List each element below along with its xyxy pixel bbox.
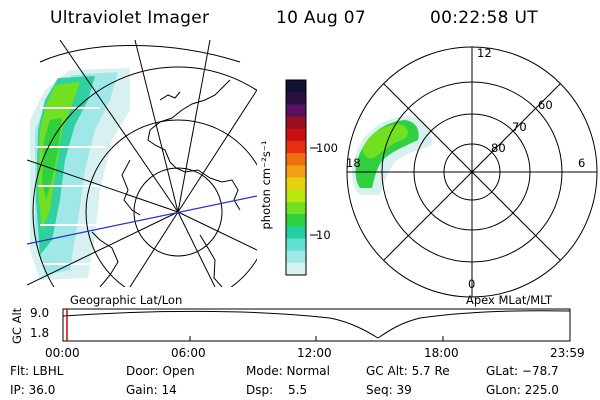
dsp-label: Dsp: xyxy=(246,383,274,397)
dsp-value: 5.5 xyxy=(288,383,308,397)
altitude-curve xyxy=(62,310,571,339)
geographic-map xyxy=(27,40,598,298)
mode-status: Mode: Normal xyxy=(246,364,330,378)
glat-status: GLat: −78.7 xyxy=(486,364,559,378)
coastline xyxy=(91,79,241,287)
colorbar-swatch xyxy=(286,189,306,203)
observation-time: 00:22:58 UT xyxy=(430,8,538,28)
timeline-xtick-3: 18:00 xyxy=(424,346,459,360)
mlat-label-70: 70 xyxy=(512,120,527,134)
timeline-xtick-0: 00:00 xyxy=(45,346,80,360)
timeline-xtick-1: 06:00 xyxy=(171,346,206,360)
filter-status: Flt: LBHL xyxy=(10,364,64,378)
colorbar-tick-10: 10 xyxy=(316,228,331,242)
timeline-xtick-2: 12:00 xyxy=(297,346,332,360)
colorbar-swatch xyxy=(286,116,306,130)
instrument-title: Ultraviolet Imager xyxy=(50,8,210,28)
gain-status: Gain: 14 xyxy=(126,383,177,397)
ip-status: IP: 36.0 xyxy=(10,383,56,397)
aurora-emission-right xyxy=(352,116,432,195)
colorbar-swatch xyxy=(286,128,306,142)
colorbar-swatch xyxy=(286,104,306,118)
timeline-ytick-top: 9.0 xyxy=(30,306,50,320)
colorbar-swatch xyxy=(286,177,306,191)
colorbar-swatch xyxy=(286,250,306,264)
colorbar-swatch xyxy=(286,165,306,178)
colorbar-swatch xyxy=(286,238,306,252)
mlat-label-80: 80 xyxy=(491,141,506,155)
colorbar-swatch xyxy=(286,140,306,154)
left-map-caption: Geographic Lat/Lon xyxy=(70,293,183,307)
geographic-grid xyxy=(27,40,257,287)
mlt-label-6: 6 xyxy=(578,156,586,170)
colorbar-swatch xyxy=(286,92,306,105)
door-status: Door: Open xyxy=(126,364,195,378)
timeline-xtick-4: 23:59 xyxy=(550,346,585,360)
colorbar xyxy=(285,79,307,276)
gc-alt-status: GC Alt: 5.7 Re xyxy=(366,364,450,378)
seq-status: Seq: 39 xyxy=(366,383,412,397)
orbit-track-line xyxy=(27,195,257,245)
colorbar-swatch xyxy=(286,201,306,215)
colorbar-swatch xyxy=(286,262,306,276)
mlt-label-18: 18 xyxy=(346,156,361,170)
colorbar-swatch xyxy=(286,226,306,239)
mlt-label-0: 0 xyxy=(468,277,476,291)
colorbar-swatch xyxy=(286,153,306,166)
apex-polar-map xyxy=(346,46,598,298)
colorbar-swatch xyxy=(286,80,306,93)
timeline-ylabel: GC Alt xyxy=(10,307,24,344)
timeline-ytick-bottom: 1.8 xyxy=(30,326,50,340)
colorbar-swatch xyxy=(286,214,306,227)
mlat-label-60: 60 xyxy=(538,98,553,112)
observation-date: 10 Aug 07 xyxy=(276,8,366,28)
colorbar-tick-100: 100 xyxy=(316,141,338,155)
right-map-caption: Apex MLat/MLT xyxy=(466,293,553,307)
mlt-label-12: 12 xyxy=(477,46,492,60)
aurora-emission-left xyxy=(30,68,130,280)
glon-status: GLon: 225.0 xyxy=(486,383,559,397)
colorbar-frame xyxy=(285,79,307,276)
